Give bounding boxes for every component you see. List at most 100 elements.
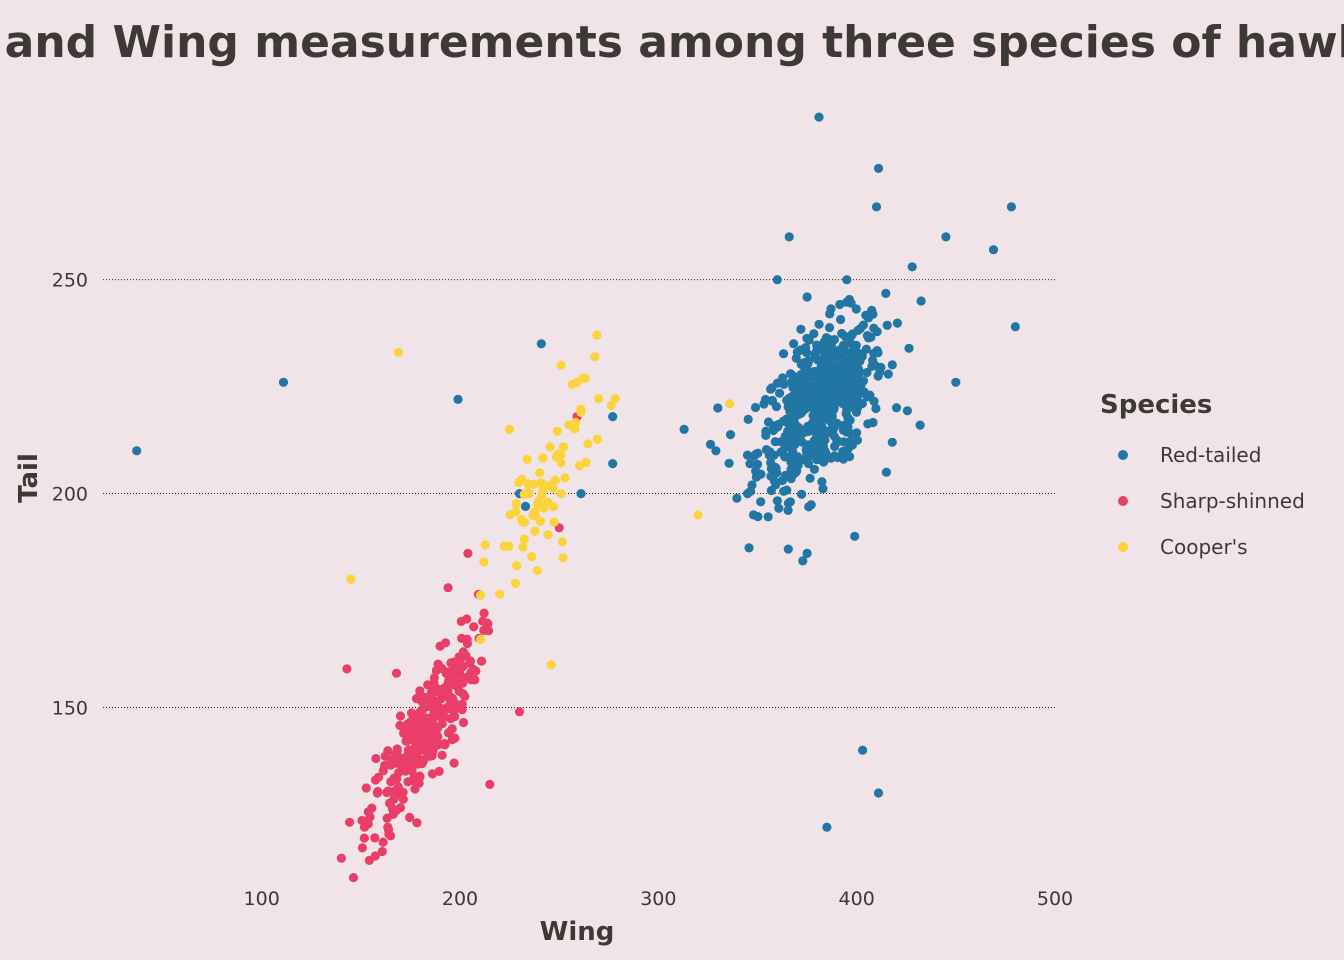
data-point — [479, 625, 489, 636]
data-point — [505, 424, 515, 434]
legend-title: Species — [1100, 390, 1212, 420]
data-point — [499, 541, 509, 551]
data-point — [475, 590, 486, 600]
data-point — [732, 493, 742, 503]
data-point — [449, 758, 459, 768]
data-point — [856, 379, 866, 390]
data-point — [853, 365, 863, 376]
data-point — [345, 817, 355, 827]
data-point — [485, 779, 495, 790]
data-point — [457, 633, 467, 644]
data-point — [881, 288, 891, 298]
data-point — [705, 439, 716, 449]
data-point — [826, 427, 836, 437]
data-point — [527, 552, 537, 562]
data-point — [835, 354, 845, 364]
data-point — [845, 452, 855, 462]
legend-label: Sharp-shinned — [1160, 489, 1305, 513]
data-point — [342, 664, 352, 674]
data-point — [766, 471, 776, 481]
data-point — [873, 163, 884, 173]
data-point — [522, 454, 532, 464]
data-point — [795, 382, 806, 392]
data-point — [405, 812, 415, 823]
data-point — [357, 843, 367, 853]
data-point — [546, 660, 556, 670]
data-point — [783, 418, 793, 428]
data-point — [382, 813, 392, 823]
y-tick-label: 150 — [52, 697, 88, 719]
data-point — [536, 478, 546, 488]
data-point — [132, 446, 142, 456]
data-point — [558, 553, 568, 563]
data-point — [862, 367, 872, 378]
x-axis-title: Wing — [540, 917, 615, 947]
data-point — [713, 403, 723, 413]
data-point — [850, 531, 860, 541]
data-point — [829, 451, 840, 461]
data-point — [441, 638, 451, 648]
data-point — [511, 499, 521, 509]
data-point — [425, 713, 435, 723]
legend-label: Red-tailed — [1160, 443, 1261, 467]
data-point — [838, 425, 849, 435]
data-point — [786, 427, 796, 437]
data-point — [887, 360, 897, 370]
data-point — [391, 668, 402, 678]
data-point — [763, 512, 773, 522]
data-point — [529, 479, 539, 489]
data-point — [792, 466, 802, 476]
data-point — [511, 561, 522, 571]
data-point — [843, 395, 854, 405]
data-point — [829, 335, 840, 345]
series-cooper-s — [346, 330, 735, 670]
data-point — [594, 394, 604, 404]
data-point — [538, 485, 548, 496]
data-point — [774, 503, 784, 513]
data-point — [861, 344, 872, 354]
data-point — [583, 439, 593, 449]
data-point — [427, 721, 437, 731]
data-point — [364, 855, 374, 866]
data-point — [393, 347, 404, 357]
data-point — [453, 670, 463, 680]
data-point — [869, 396, 879, 406]
data-point — [443, 583, 453, 593]
data-point — [429, 673, 439, 683]
data-point — [843, 444, 853, 454]
data-point — [378, 837, 388, 847]
data-point — [814, 112, 824, 122]
data-point — [868, 355, 878, 365]
x-tick-label: 300 — [640, 888, 676, 910]
data-point — [820, 359, 830, 369]
data-point — [538, 453, 548, 463]
data-point — [437, 719, 447, 729]
data-point — [414, 778, 424, 788]
data-point — [824, 323, 835, 333]
data-point — [395, 711, 406, 721]
data-point — [796, 370, 806, 380]
data-point — [371, 753, 381, 764]
data-point — [941, 232, 951, 242]
legend-label: Cooper's — [1160, 535, 1248, 559]
data-point — [517, 474, 527, 484]
data-point — [556, 489, 566, 499]
data-point — [806, 370, 816, 380]
data-point — [556, 360, 566, 370]
data-point — [382, 787, 392, 798]
data-point — [524, 488, 534, 499]
data-point — [419, 739, 429, 749]
data-point — [399, 728, 409, 738]
data-point — [801, 401, 811, 411]
data-point — [859, 387, 869, 397]
data-point — [533, 497, 543, 507]
data-point — [578, 373, 588, 383]
data-point — [767, 395, 778, 406]
data-point — [766, 384, 776, 394]
data-point — [392, 744, 402, 754]
data-point — [814, 319, 824, 329]
legend-swatch — [1118, 450, 1128, 460]
data-point — [875, 367, 885, 377]
data-point — [558, 442, 569, 452]
data-point — [398, 787, 408, 797]
